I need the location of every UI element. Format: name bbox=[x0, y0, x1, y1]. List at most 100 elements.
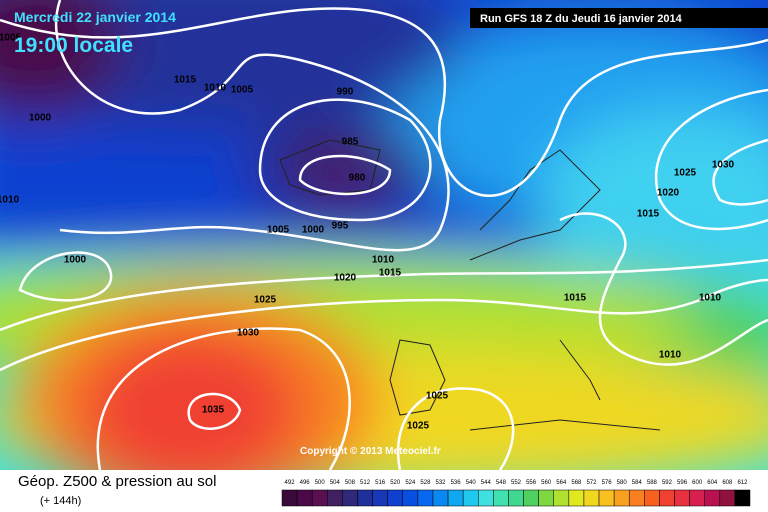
scale-swatch bbox=[327, 489, 343, 507]
scale-swatch bbox=[478, 489, 494, 507]
scale-label: 528 bbox=[420, 480, 431, 486]
isobar-label: 1000 bbox=[302, 225, 325, 236]
isobar-label: 1025 bbox=[407, 421, 430, 432]
isobar-label: 1025 bbox=[426, 391, 449, 402]
scale-swatch bbox=[628, 489, 645, 507]
scale-swatch bbox=[523, 489, 539, 507]
scale-label: 492 bbox=[285, 480, 296, 486]
scale-swatch bbox=[432, 489, 449, 507]
isobar-label: 1005 bbox=[0, 33, 22, 44]
isobar-label: 1005 bbox=[231, 85, 254, 96]
scale-label: 608 bbox=[722, 480, 733, 486]
scale-label: 504 bbox=[330, 480, 341, 486]
scale-swatch bbox=[447, 489, 464, 507]
scale-label: 536 bbox=[451, 480, 462, 486]
scale-label: 592 bbox=[662, 480, 673, 486]
scale-swatch bbox=[296, 489, 313, 507]
isobar-label: 1010 bbox=[204, 83, 227, 94]
scale-label: 600 bbox=[692, 480, 703, 486]
scale-label: 500 bbox=[315, 480, 326, 486]
scale-label: 584 bbox=[632, 480, 643, 486]
scale-swatch bbox=[598, 489, 615, 507]
isobar-label: 1000 bbox=[29, 113, 52, 124]
scale-swatch bbox=[704, 489, 721, 507]
scale-label: 572 bbox=[586, 480, 597, 486]
isobar-label: 1010 bbox=[699, 293, 722, 304]
scale-label: 612 bbox=[737, 480, 748, 486]
scale-swatch bbox=[417, 489, 434, 507]
isobar-label: 1010 bbox=[372, 255, 395, 266]
scale-label: 580 bbox=[617, 480, 628, 486]
scale-swatch bbox=[357, 489, 373, 507]
scale-swatch bbox=[719, 489, 736, 507]
scale-swatch bbox=[583, 489, 600, 507]
isobar-label: 980 bbox=[349, 173, 366, 184]
isobar-label: 1035 bbox=[202, 405, 225, 416]
isobar-label: 985 bbox=[342, 137, 359, 148]
scale-swatch bbox=[342, 489, 358, 507]
scale-label: 540 bbox=[466, 480, 477, 486]
scale-label: 604 bbox=[707, 480, 718, 486]
isobar-label: 1015 bbox=[637, 209, 660, 220]
forecast-date: Mercredi 22 janvier 2014 bbox=[14, 9, 176, 25]
scale-label: 512 bbox=[360, 480, 371, 486]
scale-swatch bbox=[734, 489, 751, 507]
isobar-label: 1005 bbox=[267, 225, 290, 236]
scale-label: 560 bbox=[541, 480, 552, 486]
scale-label: 552 bbox=[511, 480, 522, 486]
scale-label: 596 bbox=[677, 480, 688, 486]
scale-swatch bbox=[659, 489, 675, 507]
scale-label: 564 bbox=[556, 480, 567, 486]
scale-swatch bbox=[689, 489, 705, 507]
forecast-time: 19:00 locale bbox=[14, 34, 133, 57]
scale-swatch bbox=[281, 489, 298, 507]
scale-label: 524 bbox=[405, 480, 416, 486]
isobar-label: 1030 bbox=[237, 328, 260, 339]
scale-swatch bbox=[462, 489, 479, 507]
isobar-label: 1020 bbox=[657, 188, 680, 199]
scale-swatch bbox=[372, 489, 388, 507]
isobar-label: 1015 bbox=[564, 293, 587, 304]
scale-swatch bbox=[568, 489, 585, 507]
scale-swatch bbox=[387, 489, 404, 507]
isobar-label: 990 bbox=[337, 87, 354, 98]
scale-label: 520 bbox=[390, 480, 401, 486]
scale-swatch bbox=[553, 489, 570, 507]
scale-swatch bbox=[644, 489, 660, 507]
scale-label: 576 bbox=[602, 480, 613, 486]
scale-label: 516 bbox=[375, 480, 386, 486]
scale-label: 556 bbox=[526, 480, 537, 486]
color-scale: 492 496 500 504 508 512 516 520 524 528 532 536 540 5… bbox=[281, 480, 751, 507]
scale-label: 548 bbox=[496, 480, 507, 486]
isobar-label: 1025 bbox=[254, 295, 277, 306]
footer-subtitle: (+ 144h) bbox=[40, 495, 81, 507]
isobar-label: 1020 bbox=[334, 273, 357, 284]
run-banner bbox=[470, 8, 768, 28]
scale-swatch bbox=[311, 489, 328, 507]
scale-swatch bbox=[538, 489, 554, 507]
scale-label: 508 bbox=[345, 480, 356, 486]
isobar-label: 1010 bbox=[0, 195, 20, 206]
isobar-label: 1015 bbox=[379, 268, 402, 279]
scale-swatch bbox=[508, 489, 524, 507]
scale-swatch bbox=[674, 489, 690, 507]
isobar-label: 1025 bbox=[674, 168, 697, 179]
scale-swatch bbox=[402, 489, 419, 507]
copyright: Copyright © 2013 Meteociel.fr bbox=[300, 446, 441, 457]
footer-title: Géop. Z500 & pression au sol bbox=[18, 473, 216, 490]
scale-swatch bbox=[493, 489, 509, 507]
isobar-label: 995 bbox=[332, 221, 349, 232]
scale-label: 588 bbox=[647, 480, 658, 486]
scale-swatch bbox=[613, 489, 630, 507]
isobar-label: 1000 bbox=[64, 255, 87, 266]
scale-label: 532 bbox=[436, 480, 447, 486]
scale-label: 544 bbox=[481, 480, 492, 486]
isobar-label: 1010 bbox=[659, 350, 682, 361]
isobars bbox=[0, 0, 768, 470]
run-info: Run GFS 18 Z du Jeudi 16 janvier 2014 bbox=[480, 13, 683, 25]
isobar-label: 1015 bbox=[174, 75, 197, 86]
isobar-label: 1030 bbox=[712, 160, 735, 171]
scale-label: 568 bbox=[571, 480, 582, 486]
